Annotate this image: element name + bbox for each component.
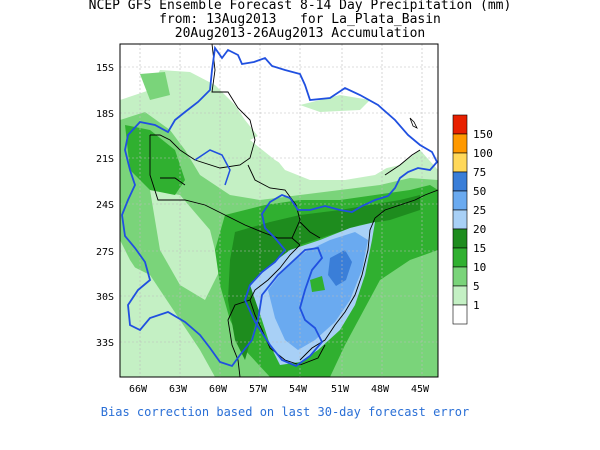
legend-swatch-150 <box>452 114 468 135</box>
legend-label-15: 15 <box>473 242 486 255</box>
legend-label-1: 1 <box>473 299 480 312</box>
legend-swatch-1 <box>452 285 468 306</box>
map-title-line-1: NCEP GFS Ensemble Forecast 8-14 Day Prec… <box>88 0 512 13</box>
legend-label-25: 25 <box>473 204 486 217</box>
lat-label: 24S <box>96 200 114 211</box>
legend-swatch-below-1 <box>452 304 468 325</box>
legend-swatch-20 <box>452 209 468 230</box>
legend-label-10: 10 <box>473 261 486 274</box>
map-title-line-2: from: 13Aug2013 for La_Plata_Basin <box>159 12 441 27</box>
legend-swatch-50 <box>452 171 468 192</box>
latitude-labels: 15S 18S 21S 24S 27S 30S 33S <box>96 63 114 349</box>
lon-label: 51W <box>331 384 350 395</box>
legend-label-50: 50 <box>473 185 486 198</box>
legend-swatch-75 <box>452 152 468 173</box>
lat-label: 21S <box>96 154 114 165</box>
lat-label: 18S <box>96 109 114 120</box>
lon-label: 48W <box>371 384 390 395</box>
lat-label: 30S <box>96 292 114 303</box>
map-title-line-3: 20Aug2013-26Aug2013 Accumulation <box>174 26 426 41</box>
lat-label: 27S <box>96 247 114 258</box>
legend-swatch-5 <box>452 266 468 287</box>
color-legend: 150 100 75 50 25 20 15 10 5 1 <box>452 114 493 325</box>
lon-label: 66W <box>129 384 148 395</box>
legend-swatch-100 <box>452 133 468 154</box>
basin-outline <box>121 45 438 368</box>
lon-label: 45W <box>411 384 430 395</box>
legend-label-150: 150 <box>473 128 493 141</box>
legend-swatch-15 <box>452 228 468 249</box>
bias-correction-note: Bias correction based on last 30-day for… <box>100 405 470 419</box>
legend-swatch-25 <box>452 190 468 211</box>
precip-15mm-area <box>228 195 420 360</box>
country-borders <box>149 44 421 377</box>
coastline <box>299 189 438 361</box>
map-grid <box>120 44 438 377</box>
lon-label: 60W <box>209 384 228 395</box>
legend-label-75: 75 <box>473 166 486 179</box>
map-frame <box>119 43 439 378</box>
precip-50mm-area <box>328 250 352 286</box>
map-area <box>120 44 438 377</box>
legend-label-20: 20 <box>473 223 486 236</box>
lon-label: 63W <box>169 384 188 395</box>
lon-label: 54W <box>289 384 308 395</box>
legend-label-5: 5 <box>473 280 480 293</box>
lat-label: 33S <box>96 338 114 349</box>
legend-label-100: 100 <box>473 147 493 160</box>
lon-label: 57W <box>249 384 268 395</box>
legend-swatch-10 <box>452 247 468 268</box>
longitude-labels: 66W 63W 60W 57W 54W 51W 48W 45W <box>129 384 430 395</box>
lat-label: 15S <box>96 63 114 74</box>
